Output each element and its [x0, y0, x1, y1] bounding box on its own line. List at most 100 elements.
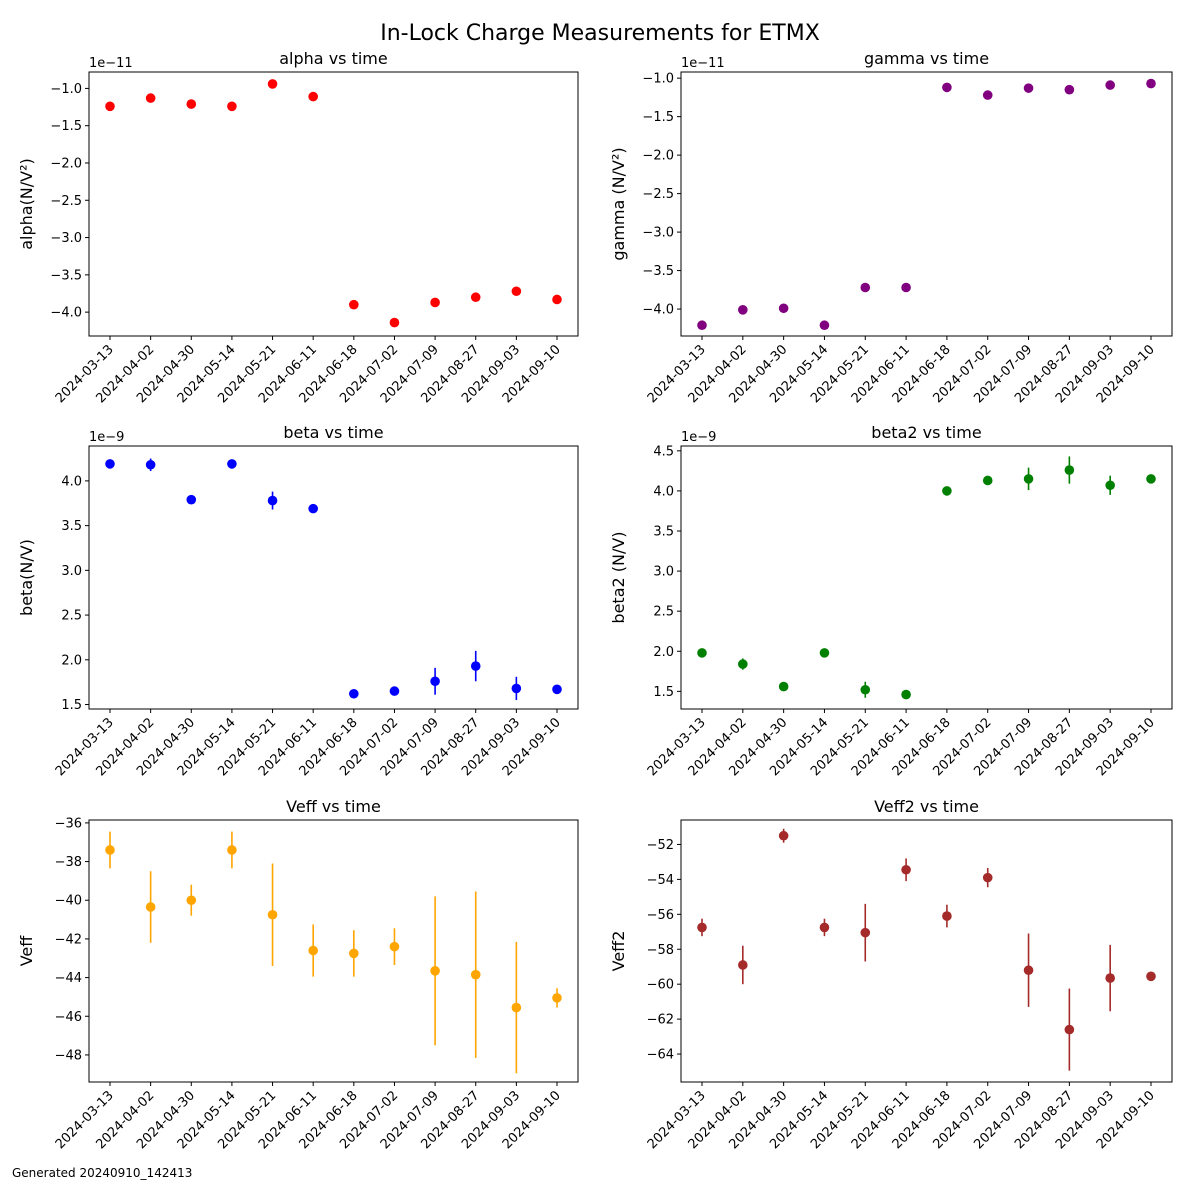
y-tick-label: −3.0	[50, 231, 82, 246]
y-tick-label: −4.0	[642, 303, 674, 318]
y-tick-label: 3.0	[653, 565, 674, 580]
data-point	[982, 475, 993, 486]
data-point	[186, 895, 197, 906]
data-point	[349, 688, 359, 699]
axes-frame	[88, 819, 579, 1083]
figure-title: In-Lock Charge Measurements for ETMX	[380, 21, 820, 46]
data-point	[349, 948, 359, 959]
data-point	[470, 969, 481, 980]
data-point	[105, 101, 115, 112]
panel-title: Veff2 vs time	[874, 797, 979, 816]
panel-1: gamma vs time 1e−11 gamma (N/V²) −4.0 −3.5 −3…	[609, 49, 1173, 406]
y-tick-label: −2.5	[50, 194, 82, 209]
data-point	[430, 297, 440, 308]
y-tick-label: −54	[647, 873, 674, 888]
data-point	[860, 282, 871, 293]
panel-title: gamma vs time	[864, 49, 989, 68]
y-tick-label: 1.5	[653, 685, 674, 700]
data-point	[697, 922, 707, 933]
data-point	[389, 317, 400, 328]
data-point	[1064, 1024, 1075, 1035]
y-axis-label: alpha(N/V²)	[17, 158, 36, 250]
y-tick-label: 2.5	[653, 605, 674, 620]
data-point	[430, 966, 440, 976]
y-tick-label: 3.5	[653, 524, 674, 539]
panel-4: Veff vs timeVeff−48−46−44−42−40−38−36202…	[17, 797, 579, 1152]
data-point	[1146, 78, 1156, 89]
data-point	[860, 927, 871, 938]
data-point	[267, 495, 278, 506]
data-point	[308, 945, 318, 956]
data-point	[942, 911, 952, 921]
data-point	[778, 681, 789, 692]
data-point	[511, 683, 522, 694]
data-point	[1105, 480, 1115, 491]
y-offset-label: 1e−11	[681, 56, 725, 71]
panel-0: alpha vs time 1e−11 alpha(N/V²) −4.0 −3.5 −3.…	[17, 49, 579, 406]
data-point	[738, 960, 748, 970]
y-tick-label: −58	[647, 943, 674, 958]
data-point	[942, 486, 952, 496]
y-tick-label: −2.5	[642, 187, 674, 202]
axes-frame	[680, 71, 1173, 337]
y-tick-label: −62	[647, 1013, 674, 1028]
data-point	[860, 684, 871, 695]
panel-3: beta2 vs time 1e−9 beta2 (N/V) 1.5 2.0 2.5 3.0…	[609, 423, 1173, 779]
y-tick-label: 4.0	[653, 484, 674, 499]
data-point	[1105, 973, 1115, 983]
y-tick-label: −2.0	[642, 149, 674, 164]
y-offset-label: 1e−11	[89, 56, 133, 71]
data-point	[186, 494, 197, 505]
data-point	[552, 684, 562, 695]
data-point	[778, 830, 789, 841]
data-point	[349, 299, 359, 310]
panel-title: beta2 vs time	[871, 423, 981, 442]
y-tick-label: 3.5	[61, 519, 82, 534]
panel-title: alpha vs time	[279, 49, 387, 68]
y-tick-label: 2.0	[653, 645, 674, 660]
y-tick-label: 4.0	[61, 474, 82, 489]
y-tick-label: −42	[55, 932, 82, 947]
y-tick-label: −44	[55, 971, 82, 986]
data-point	[145, 93, 156, 103]
y-tick-label: −1.0	[50, 82, 82, 97]
data-point	[778, 303, 789, 314]
y-tick-label: −1.5	[642, 110, 674, 125]
data-point	[389, 941, 400, 952]
data-point	[1023, 965, 1034, 976]
data-point	[145, 459, 156, 470]
axes-frame	[88, 445, 579, 710]
data-point	[430, 676, 440, 687]
data-point	[470, 661, 481, 671]
data-point	[819, 320, 830, 331]
y-tick-label: 2.0	[61, 653, 82, 668]
data-point	[942, 82, 952, 93]
data-point	[145, 902, 156, 912]
data-point	[227, 101, 237, 112]
y-tick-label: −1.5	[50, 119, 82, 134]
y-tick-label: 1.5	[61, 698, 82, 713]
y-axis-label: gamma (N/V²)	[609, 147, 628, 260]
y-offset-label: 1e−9	[681, 430, 716, 445]
y-tick-label: −4.0	[50, 306, 82, 321]
axes-frame	[680, 445, 1173, 710]
y-tick-label: 4.5	[653, 444, 674, 459]
axes-frame	[680, 819, 1173, 1083]
data-point	[1064, 84, 1075, 95]
data-point	[901, 282, 911, 293]
y-tick-label: −56	[647, 908, 674, 923]
data-point	[511, 1002, 522, 1013]
y-tick-label: −3.5	[50, 268, 82, 283]
data-point	[105, 845, 115, 855]
data-point	[552, 294, 562, 305]
data-point	[819, 922, 830, 933]
axes-frame	[88, 71, 579, 337]
y-tick-label: −36	[55, 816, 82, 831]
data-point	[267, 909, 278, 920]
data-point	[511, 286, 522, 297]
data-point	[105, 459, 115, 469]
y-tick-label: −46	[55, 1010, 82, 1025]
y-axis-label: beta(N/V)	[17, 539, 36, 616]
y-axis-label: Veff2	[609, 931, 628, 972]
